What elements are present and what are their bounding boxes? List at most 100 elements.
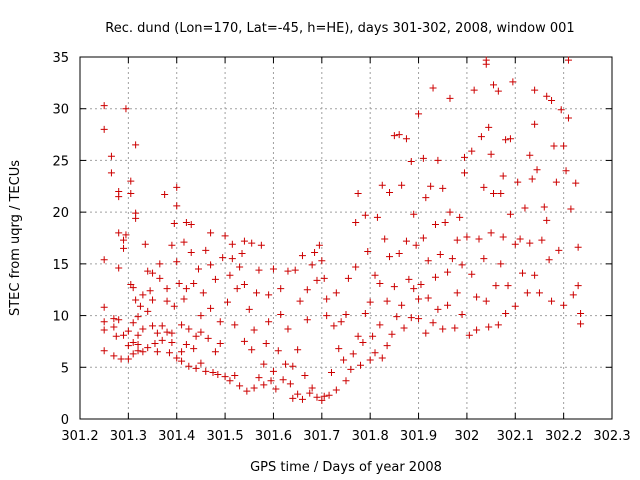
data-point bbox=[564, 56, 572, 64]
data-point bbox=[342, 311, 350, 319]
data-point bbox=[170, 220, 178, 228]
data-point bbox=[444, 301, 452, 309]
data-point bbox=[458, 261, 466, 269]
data-point bbox=[255, 374, 263, 382]
data-point bbox=[151, 339, 159, 347]
data-point bbox=[296, 297, 304, 305]
data-point bbox=[110, 352, 118, 360]
data-point bbox=[132, 214, 140, 222]
data-point bbox=[347, 365, 355, 373]
data-point bbox=[446, 208, 454, 216]
data-point bbox=[110, 323, 118, 331]
data-point bbox=[475, 235, 483, 243]
data-point bbox=[233, 285, 241, 293]
data-point bbox=[482, 297, 490, 305]
data-point bbox=[156, 274, 164, 282]
data-point bbox=[320, 274, 328, 282]
data-point bbox=[342, 377, 350, 385]
data-point bbox=[538, 236, 546, 244]
data-point bbox=[134, 347, 142, 355]
data-point bbox=[313, 276, 321, 284]
data-point bbox=[100, 125, 108, 133]
data-point bbox=[284, 267, 292, 275]
data-point bbox=[456, 213, 464, 221]
data-point bbox=[182, 341, 190, 349]
data-point bbox=[180, 295, 188, 303]
data-point bbox=[400, 324, 408, 332]
data-point bbox=[107, 152, 115, 160]
data-point bbox=[207, 304, 215, 312]
data-point bbox=[153, 329, 161, 337]
data-point bbox=[107, 169, 115, 177]
data-point bbox=[161, 191, 169, 199]
data-point bbox=[178, 321, 186, 329]
data-point bbox=[178, 357, 186, 365]
data-point bbox=[204, 334, 212, 342]
data-point bbox=[163, 285, 171, 293]
y-tick-label: 20 bbox=[52, 206, 69, 221]
data-point bbox=[567, 205, 575, 213]
data-point bbox=[100, 326, 108, 334]
y-tick-label: 25 bbox=[52, 154, 69, 169]
data-point bbox=[572, 179, 580, 187]
data-point bbox=[562, 167, 570, 175]
data-point bbox=[354, 190, 362, 198]
data-point bbox=[361, 310, 369, 318]
data-point bbox=[120, 244, 128, 252]
data-point bbox=[120, 331, 128, 339]
data-point bbox=[306, 389, 314, 397]
x-tick-labels: 301.2 301.3 301.4 301.5 301.6 301.7 301.8 301.9… bbox=[61, 429, 630, 444]
data-point bbox=[240, 281, 248, 289]
data-point bbox=[325, 391, 333, 399]
data-point bbox=[577, 310, 585, 318]
data-point bbox=[173, 258, 181, 266]
data-point bbox=[477, 133, 485, 141]
data-point bbox=[386, 253, 394, 261]
data-point bbox=[415, 295, 423, 303]
data-point bbox=[492, 282, 500, 290]
data-point bbox=[257, 241, 265, 249]
data-point bbox=[453, 236, 461, 244]
data-point bbox=[117, 355, 125, 363]
data-point bbox=[557, 106, 565, 114]
data-point bbox=[436, 251, 444, 259]
data-point bbox=[202, 367, 210, 375]
data-point bbox=[282, 360, 290, 368]
data-point bbox=[253, 289, 261, 297]
data-point bbox=[216, 339, 224, 347]
data-point bbox=[376, 321, 384, 329]
y-tick-label: 5 bbox=[61, 361, 69, 376]
data-point bbox=[407, 314, 415, 322]
data-point bbox=[294, 390, 302, 398]
data-point bbox=[574, 282, 582, 290]
data-point bbox=[197, 312, 205, 320]
data-point bbox=[535, 289, 543, 297]
data-point bbox=[134, 313, 142, 321]
data-point bbox=[298, 395, 306, 403]
data-point bbox=[124, 327, 132, 335]
data-point bbox=[168, 329, 176, 337]
data-point bbox=[187, 248, 195, 256]
data-point bbox=[127, 177, 135, 185]
data-point bbox=[371, 349, 379, 357]
data-point bbox=[434, 305, 442, 313]
data-point bbox=[185, 362, 193, 370]
plot-frame bbox=[79, 56, 613, 420]
data-point bbox=[383, 342, 391, 350]
data-point bbox=[144, 307, 152, 315]
data-point bbox=[502, 136, 510, 144]
data-point bbox=[311, 248, 319, 256]
data-point bbox=[446, 94, 454, 102]
data-point bbox=[352, 263, 360, 271]
data-point bbox=[289, 362, 297, 370]
data-point bbox=[221, 373, 229, 381]
data-point bbox=[393, 313, 401, 321]
data-point bbox=[279, 376, 287, 384]
data-point bbox=[366, 356, 374, 364]
data-point bbox=[378, 181, 386, 189]
data-point bbox=[226, 271, 234, 279]
data-point bbox=[265, 291, 273, 299]
data-point bbox=[458, 311, 466, 319]
data-point bbox=[332, 386, 340, 394]
data-point bbox=[294, 346, 302, 354]
